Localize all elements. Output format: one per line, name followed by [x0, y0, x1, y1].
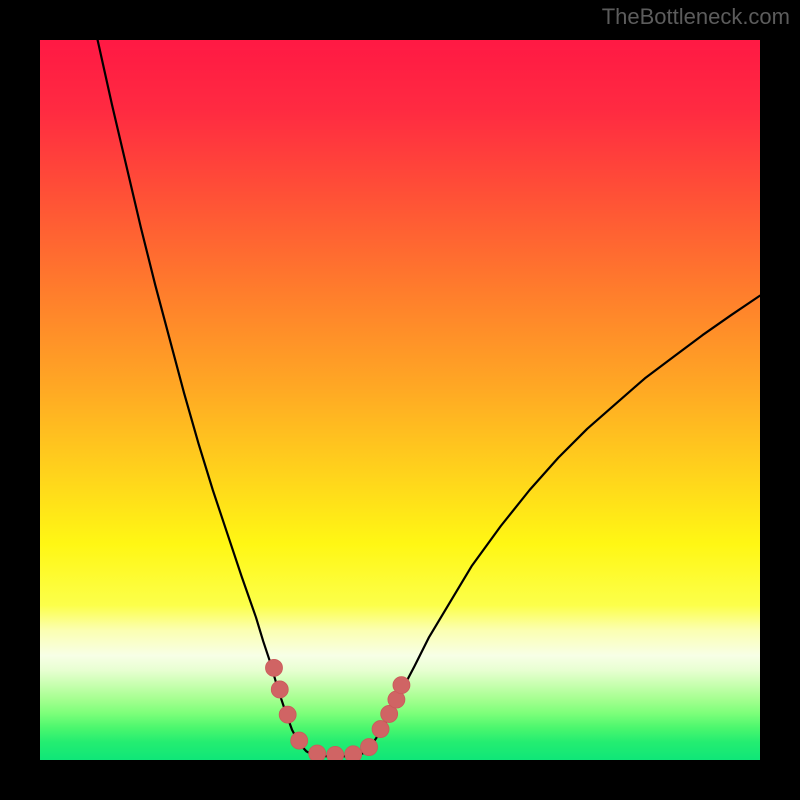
chart-stage: TheBottleneck.com	[0, 0, 800, 800]
marker-dot	[361, 739, 378, 756]
marker-dot	[393, 677, 410, 694]
curve-markers	[266, 659, 410, 760]
chart-overlay	[40, 40, 760, 760]
marker-dot	[266, 659, 283, 676]
marker-dot	[291, 732, 308, 749]
marker-dot	[271, 681, 288, 698]
plot-area	[40, 40, 760, 760]
marker-dot	[345, 746, 362, 760]
marker-dot	[372, 721, 389, 738]
watermark-text: TheBottleneck.com	[602, 4, 790, 30]
bottleneck-curve	[98, 40, 760, 756]
marker-dot	[327, 746, 344, 760]
marker-dot	[309, 745, 326, 760]
marker-dot	[279, 706, 296, 723]
